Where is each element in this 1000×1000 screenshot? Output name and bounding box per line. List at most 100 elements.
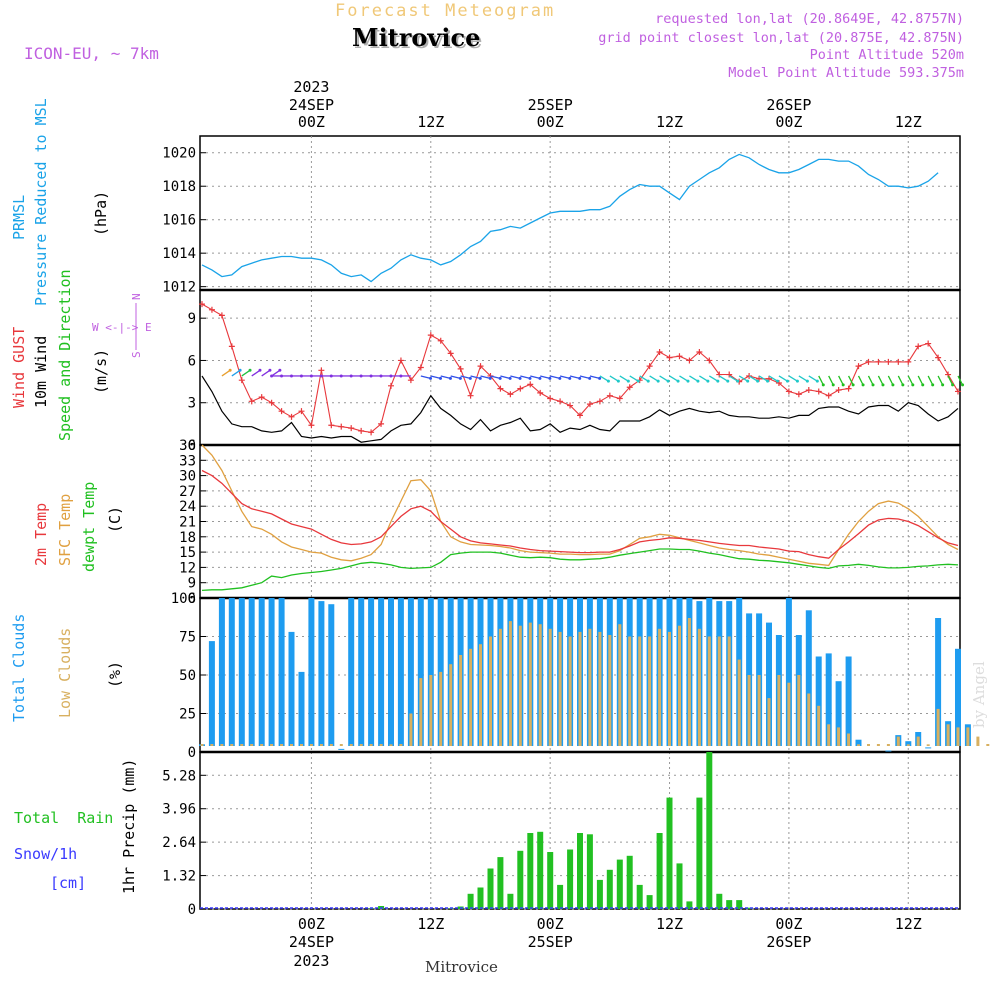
wind-arrow-head: [508, 376, 512, 380]
low-cloud-bar: [439, 671, 443, 746]
rain-bar: [686, 901, 693, 909]
low-cloud-bar: [319, 744, 323, 746]
gust-point: [298, 408, 305, 415]
gust-point: [666, 354, 673, 361]
date-label-top: 25SEP: [528, 96, 573, 114]
panel-frame: [199, 289, 961, 446]
total-cloud-bar: [268, 598, 275, 746]
wind-direction-arrow: [937, 375, 944, 386]
rain-bar: [716, 893, 723, 909]
rain-bar: [636, 884, 643, 909]
wind-arrow-head: [478, 376, 482, 380]
low-cloud-bar: [329, 744, 333, 746]
low-cloud-bar: [369, 744, 373, 746]
wind-arrow-head: [795, 379, 799, 383]
snow-label: Snow/1h: [14, 845, 77, 863]
low-cloud-bar: [399, 744, 403, 746]
low-cloud-bar: [747, 675, 751, 746]
wind-arrow-head: [706, 379, 710, 383]
gust-point: [855, 363, 862, 370]
rain-bar: [586, 834, 593, 909]
wind-direction-arrow: [679, 375, 689, 382]
wind-direction-arrow: [877, 375, 884, 386]
y-tick-label: 1020: [162, 146, 196, 162]
wind-direction-arrow: [520, 375, 531, 380]
wind-arrow-head: [299, 374, 303, 378]
wind-direction-arrow: [430, 375, 441, 380]
low-cloud-bar: [648, 636, 652, 746]
y-tick-label: 50: [179, 668, 196, 684]
wind-arrow-head: [626, 379, 630, 383]
low-cloud-bar: [966, 727, 970, 746]
time-axis: 00Z00Z24SEP24SEP2023202312Z12Z00Z00Z25SE…: [289, 78, 922, 970]
rain-bar: [467, 893, 474, 909]
y-tick-label: 33: [179, 453, 196, 469]
total-cloud-bar: [835, 681, 842, 746]
gust-point: [875, 358, 882, 365]
wind-direction-arrow: [251, 369, 261, 377]
low-cloud-bar: [668, 631, 671, 746]
wind-unit: (m/s): [92, 349, 110, 394]
wind-direction-arrow: [947, 375, 954, 386]
time-tick-top: 00Z: [775, 113, 802, 131]
low-cloud-bar: [300, 744, 303, 746]
gust-point: [477, 363, 484, 370]
year-label-bottom: 2023: [293, 952, 329, 970]
gust-point: [577, 412, 583, 419]
gust-point: [348, 425, 355, 432]
rain-bar: [706, 752, 713, 909]
y-tick-label: 21: [179, 515, 196, 531]
wind-direction-arrow: [768, 375, 778, 382]
low-cloud-bar: [379, 744, 383, 746]
wind-direction-arrow: [867, 375, 874, 386]
time-tick-top: 00Z: [298, 113, 325, 131]
time-tick-bottom: 00Z: [775, 915, 802, 933]
y-tick-label: 1016: [162, 213, 196, 229]
wind-direction-arrow: [639, 375, 649, 382]
y-tick-label: 100: [171, 591, 196, 607]
total-cloud-bar: [905, 741, 912, 746]
rain-bar: [726, 900, 733, 909]
year-label-top: 2023: [293, 78, 329, 96]
gust-point: [656, 349, 663, 355]
wind-direction-arrow: [271, 369, 281, 377]
rain-bar: [487, 868, 494, 909]
gust-point: [915, 343, 922, 350]
rain-bar: [656, 833, 663, 909]
low-cloud-bar: [717, 636, 721, 746]
rain-bar: [497, 857, 504, 909]
wind-direction-arrow: [708, 375, 719, 382]
gust-point: [586, 401, 593, 408]
wind-direction-arrow: [689, 375, 699, 382]
y-tick-label: 9: [188, 576, 196, 592]
gust-point: [626, 384, 633, 391]
gust-point: [248, 398, 255, 405]
gust-point: [407, 377, 414, 384]
total-cloud-bar: [397, 598, 404, 746]
y-tick-label: 75: [179, 630, 196, 646]
snow-unit-label: [cm]: [50, 874, 86, 892]
gust-point: [606, 392, 613, 399]
wind-direction-arrow: [917, 375, 924, 386]
total-cloud-label: Total Clouds: [10, 614, 28, 722]
model-label: ICON-EU, ~ 7km: [24, 44, 159, 63]
wind-arrow-head: [646, 379, 650, 383]
wind-direction-arrow: [241, 369, 251, 377]
wind-direction-arrow: [738, 375, 749, 382]
low-cloud-bar: [946, 724, 950, 746]
wind-direction-arrow: [420, 375, 431, 380]
total-cloud-bar: [228, 598, 235, 746]
wind-arrow-head: [389, 374, 393, 378]
gust-point: [228, 343, 235, 350]
total-cloud-bar: [358, 598, 365, 746]
total-cloud-bar: [368, 598, 375, 746]
gust-point: [646, 363, 653, 370]
total-cloud-bar: [845, 656, 852, 746]
wind-arrow-head: [270, 374, 274, 378]
low-cloud-label: Low Clouds: [56, 628, 74, 718]
wind-10m-line: [201, 375, 959, 443]
total-cloud-bar: [378, 598, 385, 746]
pressure-line: [201, 153, 939, 283]
wind-direction-arrow: [530, 375, 541, 380]
